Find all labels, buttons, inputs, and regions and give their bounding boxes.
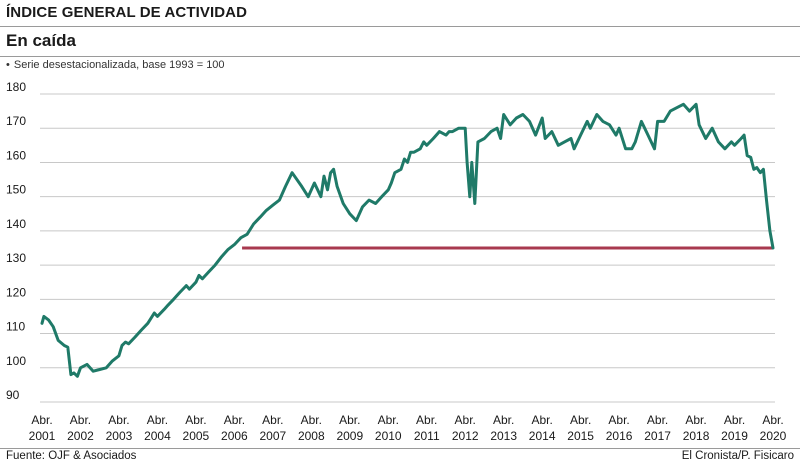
x-tick-year-2015: 2015 (567, 429, 594, 443)
x-tick-month-2014: Abr. (531, 413, 552, 427)
x-tick-year-2019: 2019 (721, 429, 748, 443)
x-tick-year-2001: 2001 (29, 429, 56, 443)
x-tick-month-2006: Abr. (224, 413, 245, 427)
x-tick-month-2010: Abr. (378, 413, 399, 427)
x-tick-month-2004: Abr. (147, 413, 168, 427)
x-tick-month-2018: Abr. (685, 413, 706, 427)
y-tick-label-140: 140 (6, 217, 26, 231)
x-tick-year-2008: 2008 (298, 429, 325, 443)
source-label: Fuente: OJF & Asociados (6, 450, 137, 462)
y-tick-label-110: 110 (6, 320, 25, 334)
y-tick-label-130: 130 (6, 251, 26, 265)
y-tick-label-160: 160 (6, 148, 26, 162)
x-tick-year-2016: 2016 (606, 429, 633, 443)
x-tick-year-2003: 2003 (106, 429, 133, 443)
series-line-actividad (40, 102, 775, 378)
mid-divider (0, 56, 800, 57)
note-text: Serie desestacionalizada, base 1993 = 10… (13, 59, 225, 71)
credit-label: El Cronista/P. Fisicaro (681, 450, 794, 462)
y-tick-label-100: 100 (6, 354, 26, 368)
y-tick-label-90: 90 (6, 388, 20, 402)
x-tick-year-2007: 2007 (259, 429, 286, 443)
x-tick-year-2002: 2002 (67, 429, 94, 443)
y-axis-ticks: 90 100 110 120 130 140 150 160 170 180 (6, 80, 26, 402)
y-tick-label-170: 170 (6, 114, 26, 128)
y-tick-label-150: 150 (6, 183, 26, 197)
note-bullet: • (6, 59, 10, 71)
x-tick-month-2003: Abr. (108, 413, 129, 427)
x-tick-month-2012: Abr. (455, 413, 476, 427)
chart-kicker: ÍNDICE GENERAL DE ACTIVIDAD (6, 4, 248, 21)
bottom-divider (0, 448, 800, 449)
x-tick-month-2020: Abr. (762, 413, 783, 427)
x-tick-year-2017: 2017 (644, 429, 671, 443)
x-tick-month-2011: Abr. (416, 413, 437, 427)
x-axis-ticks: Abr. 2001 Abr. 2002 Abr. 2003 Abr. 2004 Abr. 2005… (29, 413, 787, 443)
x-tick-month-2001: Abr. (31, 413, 52, 427)
x-tick-year-2014: 2014 (529, 429, 556, 443)
x-tick-month-2009: Abr. (339, 413, 360, 427)
x-tick-year-2010: 2010 (375, 429, 402, 443)
x-tick-year-2009: 2009 (336, 429, 363, 443)
x-tick-year-2011: 2011 (414, 429, 440, 443)
x-tick-year-2012: 2012 (452, 429, 479, 443)
y-tick-label-120: 120 (6, 285, 26, 299)
series-note: • Serie desestacionalizada, base 1993 = 1… (6, 59, 225, 71)
x-tick-month-2002: Abr. (70, 413, 91, 427)
y-tick-label-180: 180 (6, 80, 26, 94)
x-tick-year-2006: 2006 (221, 429, 248, 443)
x-tick-month-2013: Abr. (493, 413, 514, 427)
x-tick-month-2019: Abr. (724, 413, 745, 427)
x-tick-year-2005: 2005 (183, 429, 210, 443)
x-tick-year-2020: 2020 (760, 429, 787, 443)
x-tick-month-2015: Abr. (570, 413, 591, 427)
x-tick-month-2005: Abr. (185, 413, 206, 427)
x-tick-year-2013: 2013 (490, 429, 517, 443)
grid-lines (40, 93, 775, 403)
top-divider (0, 26, 800, 27)
chart-headline: En caída (6, 31, 76, 50)
x-tick-month-2016: Abr. (608, 413, 629, 427)
x-tick-year-2018: 2018 (683, 429, 710, 443)
x-tick-month-2008: Abr. (301, 413, 322, 427)
x-tick-month-2017: Abr. (647, 413, 668, 427)
x-tick-month-2007: Abr. (262, 413, 283, 427)
x-tick-year-2004: 2004 (144, 429, 171, 443)
